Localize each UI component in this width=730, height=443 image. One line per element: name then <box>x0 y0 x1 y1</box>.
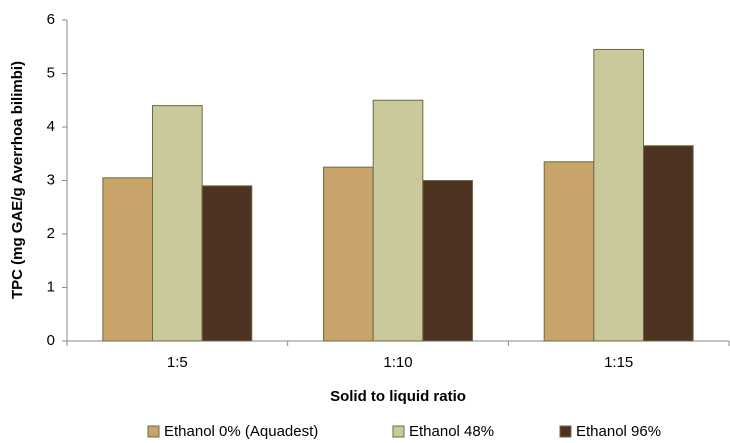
bar <box>372 99 424 342</box>
bar <box>593 48 644 342</box>
y-tick-label: 0 <box>47 332 55 349</box>
x-axis-label: Solid to liquid ratio <box>330 388 466 405</box>
bar <box>201 185 253 342</box>
y-tick-label: 3 <box>47 171 55 188</box>
y-axis-label: TPC (mg GAE/g Averrhoa bilimbi) <box>9 61 26 299</box>
legend-swatch <box>392 425 405 438</box>
bar <box>543 161 595 342</box>
bar <box>102 177 154 342</box>
bar <box>323 166 374 342</box>
y-tick-label: 5 <box>47 64 55 81</box>
legend-swatch <box>147 425 160 438</box>
bar <box>152 105 203 342</box>
legend-swatch <box>559 425 572 438</box>
y-tick-label: 2 <box>47 225 55 242</box>
legend-label: Ethanol 96% <box>576 423 661 440</box>
bar <box>422 180 473 342</box>
bar <box>642 145 694 342</box>
x-tick-label: 1:15 <box>604 354 633 371</box>
legend-label: Ethanol 48% <box>409 423 494 440</box>
x-tick-label: 1:5 <box>167 354 188 371</box>
x-tick-label: 1:10 <box>383 354 412 371</box>
y-tick-label: 1 <box>47 278 55 295</box>
y-tick-label: 6 <box>47 11 55 28</box>
y-tick-label: 4 <box>47 118 55 135</box>
legend-label: Ethanol 0% (Aquadest) <box>164 423 318 440</box>
